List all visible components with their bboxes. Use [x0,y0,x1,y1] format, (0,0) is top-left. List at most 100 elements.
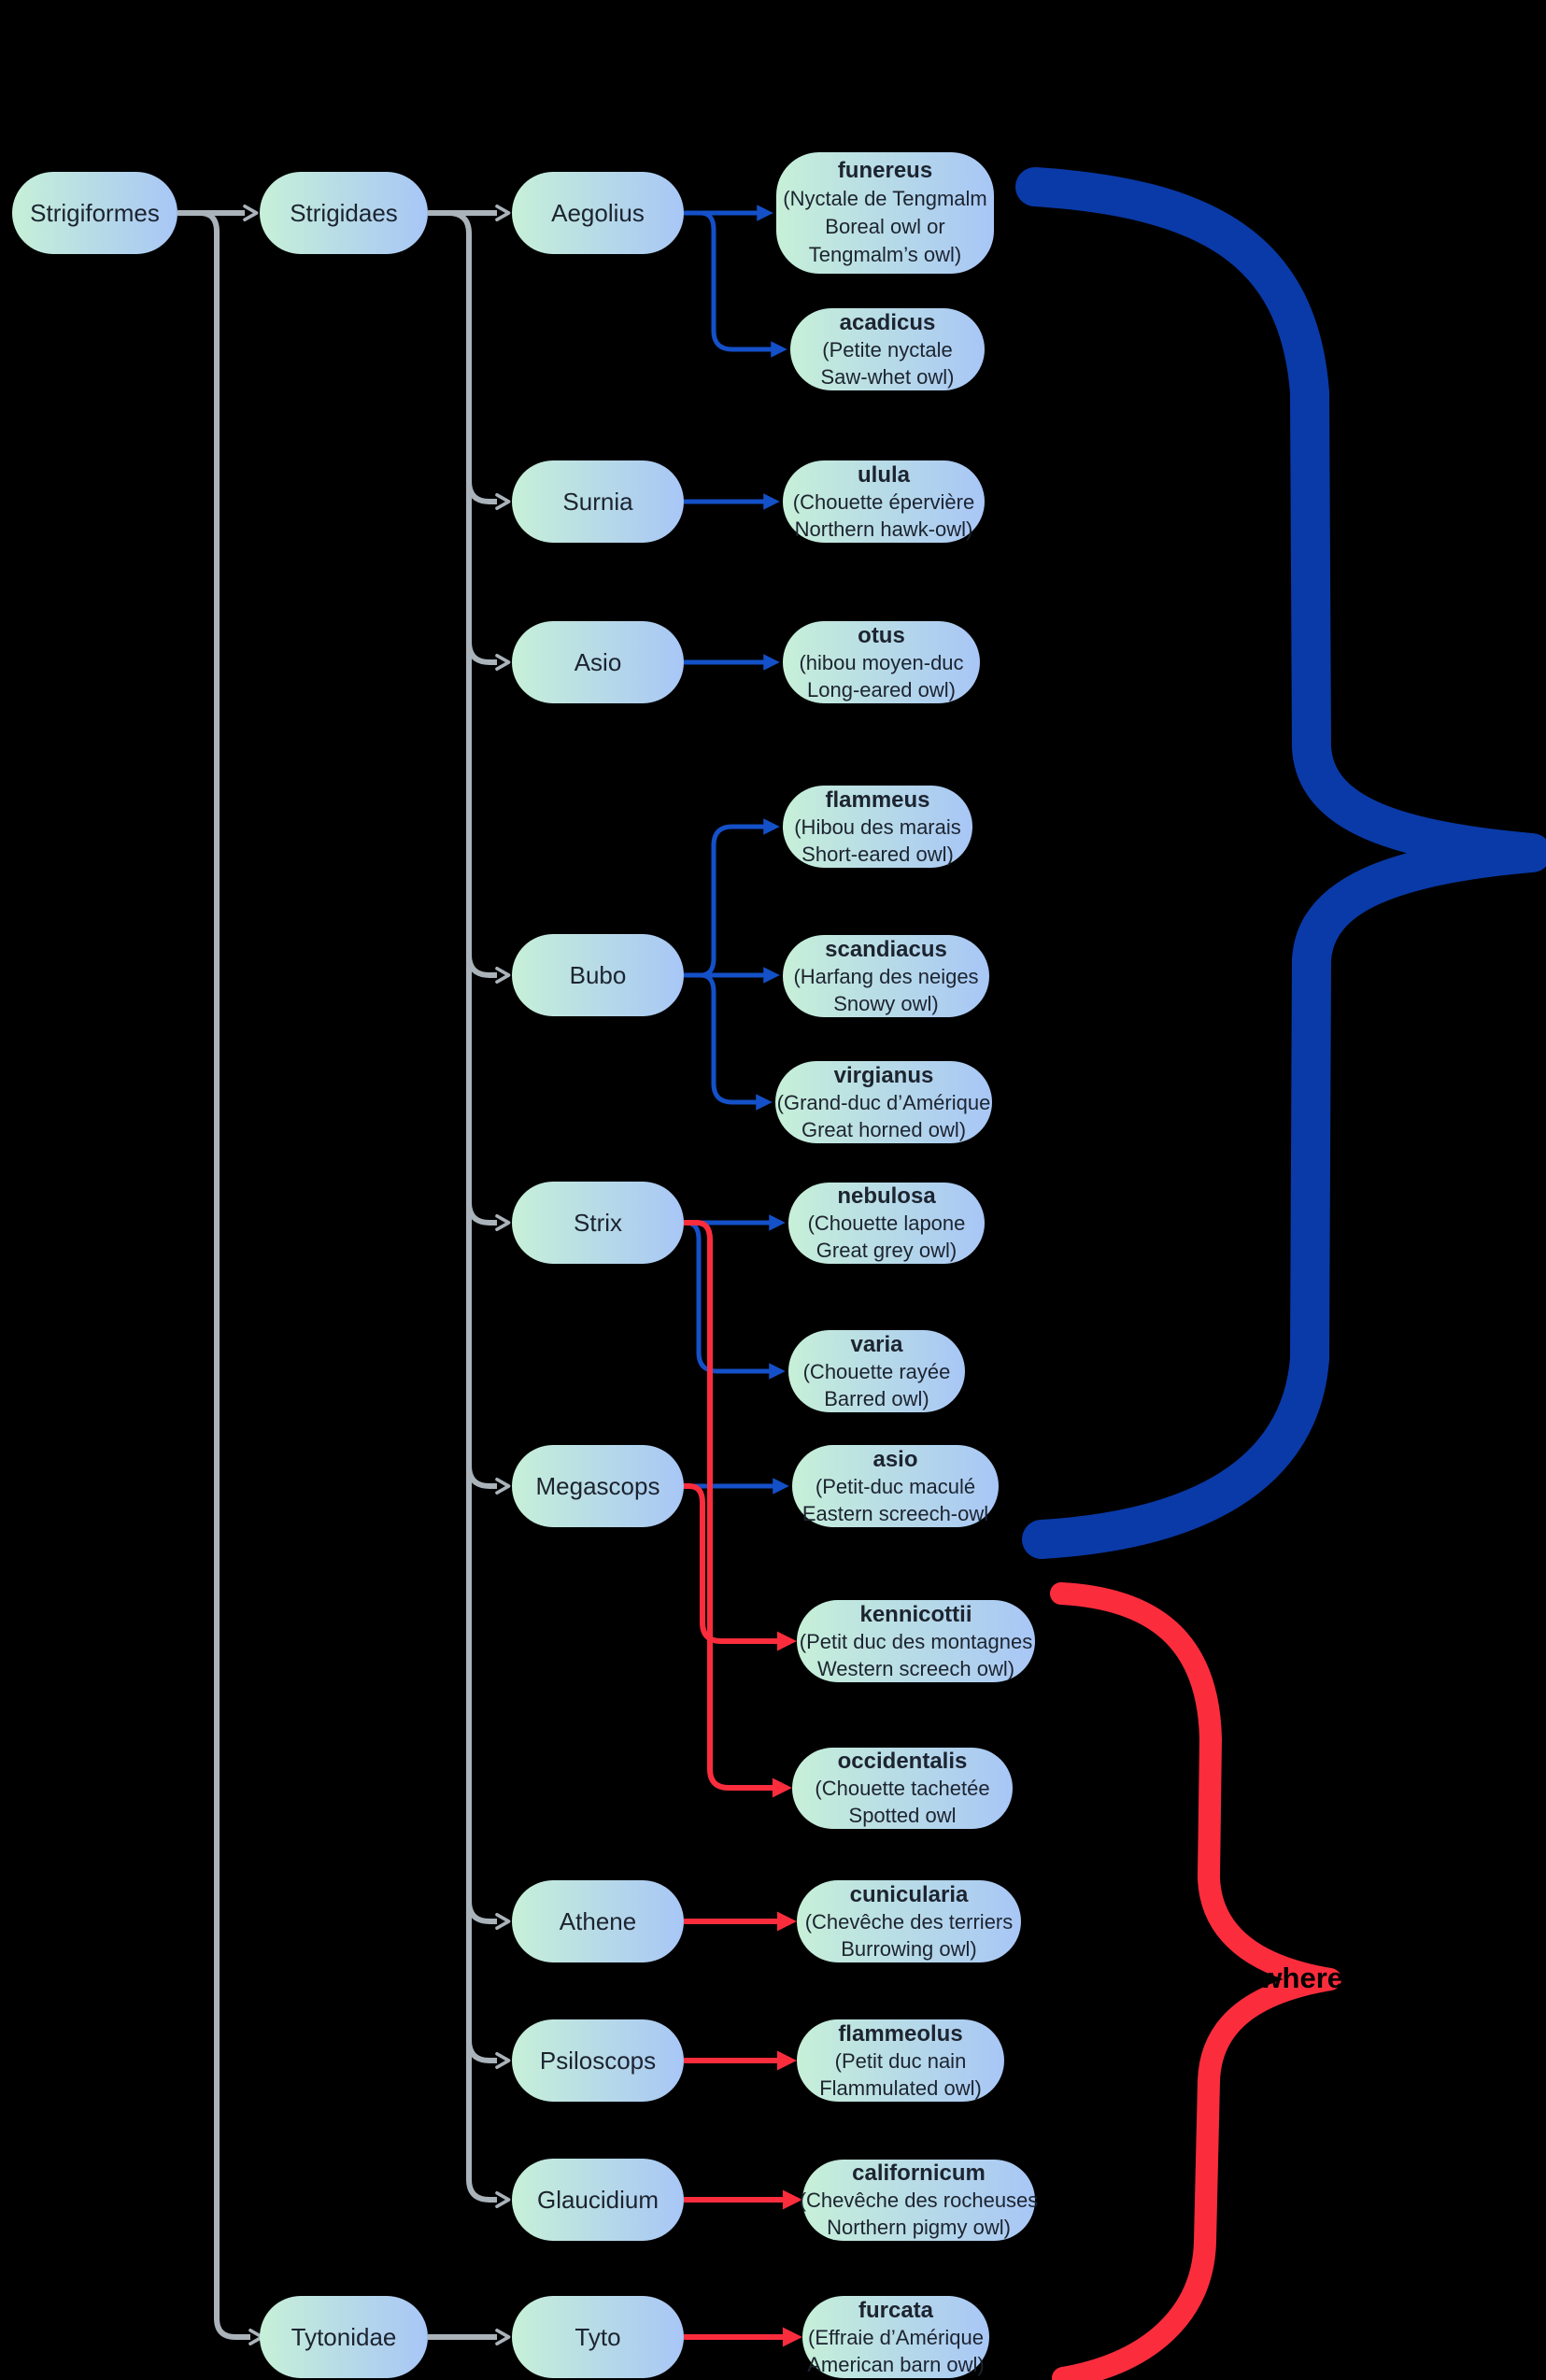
node-tytonidae: Tytonidae [260,2296,428,2378]
node-species-californicum: californicum (Chevêche des rocheuses Nor… [800,2160,1038,2241]
node-strigiformes: Strigiformes [12,172,177,254]
species-name: cunicularia [849,1881,969,1907]
red-edges [684,1220,802,2347]
node-genus-bubo: Bubo [512,934,684,1016]
seen-elsewhere-label: Seen elsewhere [1126,1962,1343,1994]
species-line: (Hibou des marais [794,815,961,839]
species-line: Great horned owl) [801,1117,967,1141]
edge-megascops-kennicottii [684,1483,797,1651]
species-line: (Chouette lapone [807,1211,966,1235]
edge-strigiformes-tytonidae [199,210,264,2345]
blue-edges [684,205,789,1495]
edge-spine-athene [466,1900,511,1930]
species-line: (Chouette rayée [802,1359,951,1383]
node-species-furcata: furcata (Effraie d’Amérique American bar… [802,2296,989,2378]
species-line: American barn owl) [807,2352,985,2376]
node-strigidaes: Strigidaes [260,172,428,254]
species-line: Short-eared owl) [801,842,954,866]
node-genus-surnia: Surnia [512,460,684,543]
species-name: californicum [852,2160,986,2186]
node-species-funereus: funereus (Nyctale de Tengmalm Boreal owl… [776,152,994,274]
node-species-occidentalis: occidentalis (Chouette tachetée Spotted … [792,1748,1013,1829]
red-brace [1050,1582,1341,2380]
node-species-nebulosa: nebulosa (Chouette lapone Great grey owl… [788,1183,985,1264]
strigidaes-spine [447,210,472,2179]
species-name: ulula [857,461,910,488]
species-name: flammeolus [838,2020,963,2047]
node-species-otus: otus (hibou moyen-duc Long-eared owl) [783,621,980,703]
node-species-flammeolus: flammeolus (Petit duc nain Flammulated o… [797,2019,1004,2102]
node-species-cunicularia: cunicularia (Chevêche des terriers Burro… [797,1880,1021,1962]
species-line: Northern hawk-owl) [794,517,973,541]
edge-aegolius-acadicus [700,210,787,358]
species-line: (Chouette tachetée [815,1777,990,1800]
node-genus-glaucidium: Glaucidium [512,2159,684,2241]
node-genus-strix: Strix [512,1182,684,1264]
edge-spine-megascops [466,1465,511,1495]
species-name: asio [872,1446,918,1472]
edge-spine-glaucidium [466,2178,511,2208]
node-genus-aegolius: Aegolius [512,172,684,254]
species-name: varia [850,1331,903,1357]
edge-bubo-flammeus [700,818,780,978]
node-genus-tyto: Tyto [512,2296,684,2378]
node-genus-asio: Asio [512,621,684,703]
node-species-acadicus: acadicus (Petite nyctale Saw-whet owl) [790,308,985,390]
species-line: (Effraie d’Amérique [808,2325,984,2349]
node-genus-psiloscops: Psiloscops [512,2019,684,2102]
species-name: nebulosa [837,1183,936,1209]
species-line: (hibou moyen-duc [799,650,964,674]
edge-spine-bubo [466,954,511,984]
species-line: (Chouette épervière [792,489,975,514]
species-line: Flammulated owl) [819,2075,982,2100]
node-species-flammeus: flammeus (Hibou des marais Short-eared o… [783,786,972,868]
edge-bubo-virgianus [700,972,773,1111]
species-line: Long-eared owl) [807,677,956,701]
species-line: Spotted owl [848,1804,957,1827]
species-name: otus [858,622,905,648]
node-species-varia: varia (Chouette rayée Barred owl) [788,1330,965,1412]
node-species-ulula: ulula (Chouette épervière Northern hawk-… [783,460,985,543]
gray-edges [177,205,511,2345]
species-name: furcata [858,2297,934,2323]
species-line: (Chevêche des terriers [804,1909,1014,1934]
species-line: Boreal owl or [825,215,945,238]
species-name: scandiacus [825,936,947,962]
species-line: Northern pigmy owl) [827,2216,1011,2239]
node-species-kennicottii: kennicottii (Petit duc des montagnes Wes… [797,1600,1035,1682]
species-line: (Chevêche des rocheuses [799,2189,1039,2212]
edge-strix-occidentalis [684,1220,792,1798]
node-species-virgianus: virgianus (Grand-duc d’Amérique Great ho… [775,1061,992,1143]
node-genus-athene: Athene [512,1880,684,1962]
edge-spine-asio [466,641,511,671]
species-line: (Nyctale de Tengmalm [783,187,987,210]
species-line: (Petit duc nain [834,2048,967,2073]
species-name: occidentalis [837,1749,968,1774]
species-line: Eastern screech-owl [801,1501,989,1525]
node-species-scandiacus: scandiacus (Harfang des neiges Snowy owl… [783,935,989,1017]
species-name: virgianus [833,1062,934,1088]
species-line: Great grey owl) [816,1239,957,1262]
node-genus-megascops: Megascops [512,1445,684,1527]
edge-strix-varia [685,1220,786,1380]
species-line: Western screech owl) [816,1656,1015,1680]
species-line: (Petit-duc maculé [815,1474,976,1498]
species-line: Saw-whet owl) [820,364,955,389]
species-name: kennicottii [859,1601,972,1627]
species-line: (Petite nyctale [822,337,953,361]
species-line: (Petit duc des montagnes [799,1629,1033,1653]
species-line: (Harfang des neiges [793,964,979,988]
species-name: funereus [837,158,933,183]
edge-spine-strix [466,1201,511,1231]
species-line: Tengmalm’s owl) [808,243,962,266]
species-name: acadicus [839,309,936,335]
species-line: (Grand-duc d’Amérique [776,1090,991,1114]
species-line: Snowy owl) [833,991,939,1015]
species-line: Barred owl) [824,1386,929,1410]
edge-spine-surnia [466,480,511,510]
species-line: Burrowing owl) [841,1936,977,1961]
node-species-asio: asio (Petit-duc maculé Eastern screech-o… [792,1445,999,1527]
blue-brace [1015,167,1546,1559]
